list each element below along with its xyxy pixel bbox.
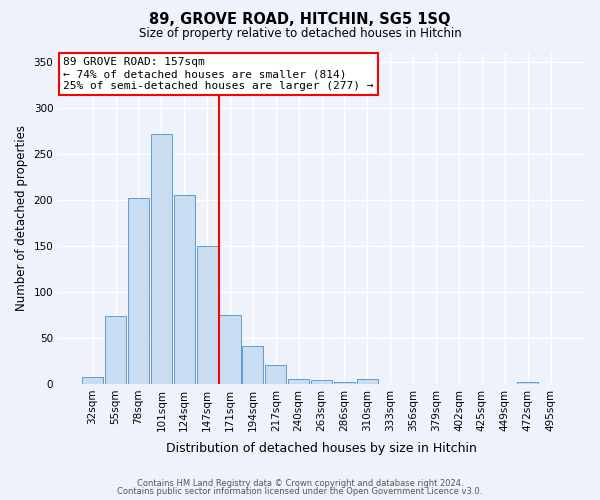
Bar (357, 380, 378, 384)
Bar (220, 315, 241, 384)
Bar (288, 380, 309, 384)
Bar (173, 195, 195, 384)
X-axis label: Distribution of detached houses by size in Hitchin: Distribution of detached houses by size … (166, 442, 477, 455)
Text: Contains HM Land Registry data © Crown copyright and database right 2024.: Contains HM Land Registry data © Crown c… (137, 478, 463, 488)
Y-axis label: Number of detached properties: Number of detached properties (15, 125, 28, 311)
Text: Size of property relative to detached houses in Hitchin: Size of property relative to detached ho… (139, 28, 461, 40)
Bar (311, 380, 332, 384)
Bar (517, 382, 538, 384)
Bar (265, 366, 286, 384)
Bar (105, 316, 126, 384)
Text: 89 GROVE ROAD: 157sqm
← 74% of detached houses are smaller (814)
25% of semi-det: 89 GROVE ROAD: 157sqm ← 74% of detached … (64, 58, 374, 90)
Bar (334, 382, 355, 384)
Bar (197, 246, 218, 384)
Text: Contains public sector information licensed under the Open Government Licence v3: Contains public sector information licen… (118, 487, 482, 496)
Bar (151, 134, 172, 384)
Bar (82, 378, 103, 384)
Text: 89, GROVE ROAD, HITCHIN, SG5 1SQ: 89, GROVE ROAD, HITCHIN, SG5 1SQ (149, 12, 451, 28)
Bar (242, 346, 263, 384)
Bar (128, 198, 149, 384)
